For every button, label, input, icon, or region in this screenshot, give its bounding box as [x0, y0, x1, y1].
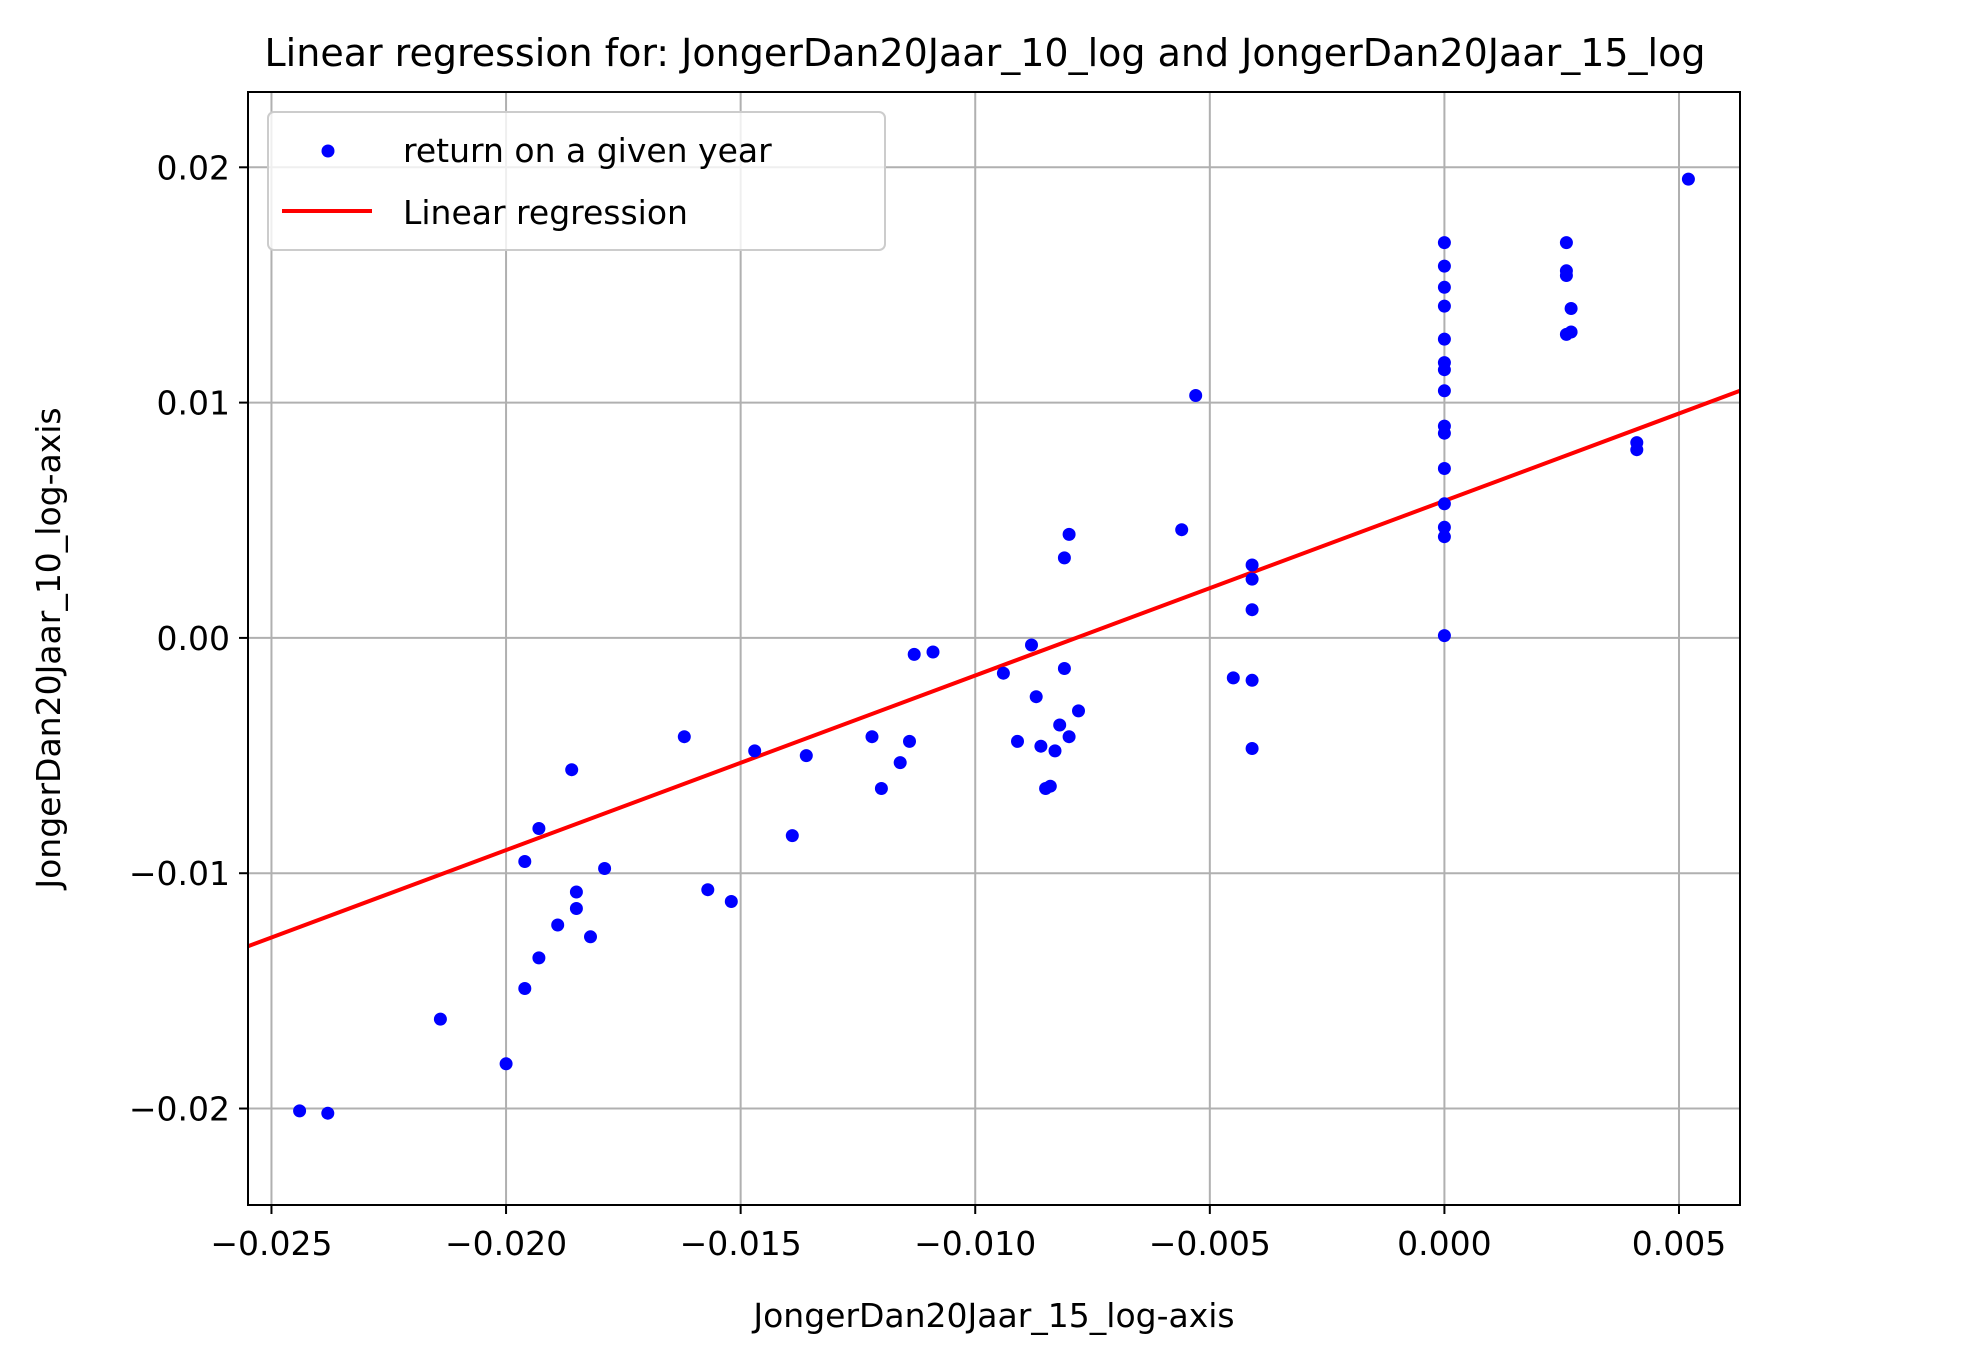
scatter-point: [1245, 572, 1259, 586]
scatter-point: [1062, 527, 1076, 541]
scatter-point: [1559, 236, 1573, 250]
scatter-point: [1245, 742, 1259, 755]
scatter-point: [1437, 497, 1451, 511]
scatter-point: [532, 951, 546, 965]
scatter-point: [926, 645, 940, 659]
legend: return on a given year Linear regression: [267, 111, 886, 251]
scatter-point: [1437, 530, 1451, 544]
legend-box: [267, 111, 886, 251]
scatter-point: [874, 782, 888, 795]
scatter-point: [1437, 236, 1451, 250]
scatter-point: [1437, 384, 1451, 398]
scatter-point: [701, 883, 715, 897]
y-tick-label: 0.02: [157, 148, 230, 187]
scatter-point: [569, 885, 583, 899]
scatter-point: [1564, 302, 1578, 315]
scatter-point: [1245, 558, 1259, 572]
regression-layer: [247, 388, 1741, 949]
chart-title: Linear regression for: JongerDan20Jaar_1…: [265, 31, 1706, 75]
x-tick-label: −0.015: [680, 1224, 802, 1263]
x-axis-label: JongerDan20Jaar_15_log-axis: [751, 1296, 1234, 1335]
scatter-point: [598, 862, 612, 875]
scatter-point: [893, 756, 907, 770]
scatter-point: [1245, 673, 1259, 687]
scatter-point: [748, 744, 762, 758]
legend-label-line: Linear regression: [403, 193, 688, 232]
scatter-point: [532, 822, 546, 835]
scatter-point: [321, 1106, 335, 1120]
scatter-point: [1057, 662, 1071, 675]
scatter-point: [1025, 638, 1038, 652]
scatter-point: [518, 982, 532, 995]
x-axis: −0.025 −0.020 −0.015 −0.010 −0.005 0.000 0.005: [210, 1205, 1726, 1263]
x-tick-label: −0.020: [445, 1224, 567, 1263]
x-tick-label: −0.025: [210, 1224, 332, 1263]
scatter-point: [1564, 325, 1578, 339]
scatter-point: [1437, 332, 1451, 346]
scatter-point: [1057, 551, 1071, 565]
scatter-point: [1437, 363, 1451, 377]
scatter-point: [907, 647, 921, 661]
scatter-point: [677, 730, 691, 744]
scatter-point: [799, 749, 813, 763]
scatter-point: [565, 763, 579, 777]
scatter-point: [724, 895, 738, 908]
scatter-point: [1072, 704, 1085, 718]
scatter-point: [1630, 443, 1644, 457]
scatter-point: [1048, 744, 1062, 758]
scatter-point: [1437, 520, 1451, 534]
plot-frame: [247, 91, 1741, 1206]
y-axis-label: JongerDan20Jaar_10_log-axis: [29, 407, 68, 890]
grid: [248, 92, 1740, 1205]
scatter-point: [1034, 739, 1048, 753]
scatter-point: [551, 918, 565, 932]
scatter-point: [1437, 299, 1451, 313]
regression-line: [247, 388, 1741, 949]
scatter-point: [1029, 690, 1043, 704]
scatter-point: [499, 1057, 513, 1071]
scatter-point: [1437, 462, 1451, 475]
scatter-point: [1437, 629, 1451, 643]
x-tick-label: −0.005: [1149, 1224, 1271, 1263]
scatter-point: [1437, 259, 1451, 273]
scatter-point: [1175, 523, 1189, 537]
scatter-point: [518, 855, 532, 868]
scatter-point: [293, 1104, 307, 1118]
y-tick-label: −0.01: [129, 854, 230, 893]
scatter-point: [1053, 718, 1067, 732]
scatter-point: [1437, 426, 1451, 440]
x-tick-label: 0.005: [1632, 1224, 1726, 1263]
scatter-point: [1245, 603, 1259, 617]
scatter-point: [1062, 730, 1076, 744]
y-tick-label: 0.00: [157, 619, 230, 658]
scatter-point: [1043, 779, 1057, 793]
y-tick-label: −0.02: [129, 1090, 230, 1129]
legend-scatter-marker: [321, 144, 335, 158]
scatter-point: [1011, 734, 1024, 748]
scatter-point: [569, 902, 583, 915]
scatter-point: [1559, 269, 1573, 282]
scatter-point: [1189, 389, 1203, 402]
y-tick-label: 0.01: [157, 384, 230, 423]
scatter-point: [1437, 280, 1451, 294]
scatter-point: [996, 666, 1010, 680]
scatter-point: [1226, 671, 1240, 685]
scatter-point: [1681, 172, 1695, 186]
y-axis: −0.02 −0.01 0.00 0.01 0.02: [129, 148, 248, 1129]
legend-label-scatter: return on a given year: [403, 131, 772, 170]
scatter-points: [293, 172, 1695, 1120]
scatter-point: [865, 730, 879, 744]
scatter-point: [433, 1012, 447, 1026]
scatter-point: [584, 930, 597, 944]
scatter-point: [903, 734, 916, 748]
x-tick-label: 0.000: [1397, 1224, 1491, 1263]
scatter-point: [785, 829, 799, 843]
x-tick-label: −0.010: [914, 1224, 1036, 1263]
